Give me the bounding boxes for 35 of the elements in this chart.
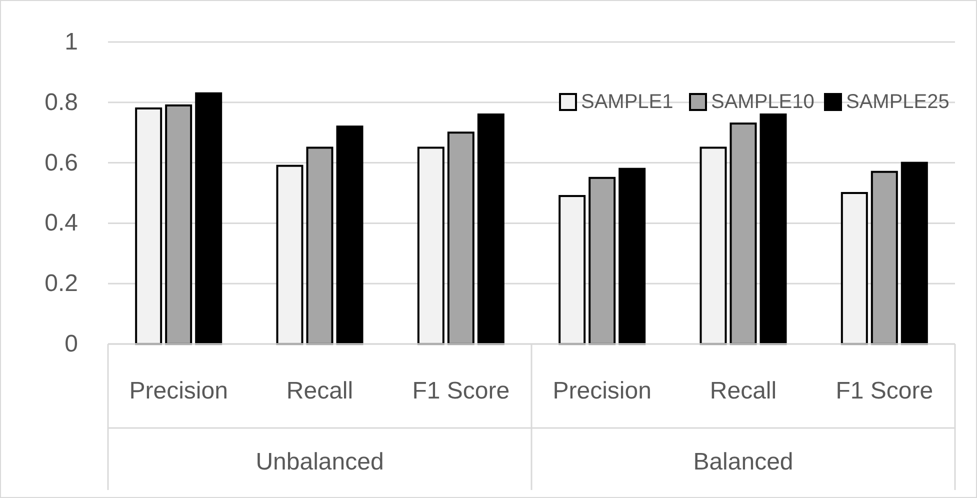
y-tick-label: 0.2: [44, 270, 78, 298]
text: Balanced: [693, 448, 794, 476]
bar: [618, 168, 646, 345]
x-tick-label: Precision: [552, 378, 652, 404]
text: Unbalanced: [256, 448, 384, 476]
bar: [558, 195, 586, 345]
bar: [730, 122, 757, 345]
bar: [276, 164, 304, 345]
bar: [195, 92, 222, 345]
x-tick-label: F1 Score: [412, 378, 510, 404]
bar: [477, 113, 504, 345]
y-tick-label: 0.8: [44, 88, 78, 116]
bar: [447, 132, 474, 345]
x-tick-label: Recall: [710, 378, 777, 404]
bar: [165, 104, 192, 345]
legend-label: SAMPLE25: [846, 91, 950, 113]
x-tick-label: Recall: [286, 378, 354, 404]
bar: [306, 146, 334, 345]
bar: [870, 170, 898, 345]
bar: [336, 126, 364, 345]
bar: [760, 113, 787, 345]
y-tick-label: 0: [64, 330, 78, 358]
legend-label: SAMPLE1: [581, 91, 674, 113]
x-tick-label: Precision: [129, 378, 228, 404]
legend-label: SAMPLE10: [711, 91, 814, 113]
y-tick-label: 1: [64, 28, 78, 56]
x-tick-label: F1 Score: [836, 378, 934, 404]
y-tick-label: 0.4: [44, 210, 78, 237]
bar: [135, 107, 162, 345]
bar: [840, 192, 868, 345]
y-tick-label: 0.6: [44, 149, 78, 176]
bar: [900, 162, 928, 345]
bar: [417, 146, 444, 345]
bar: [588, 176, 616, 345]
bar: [700, 146, 727, 345]
